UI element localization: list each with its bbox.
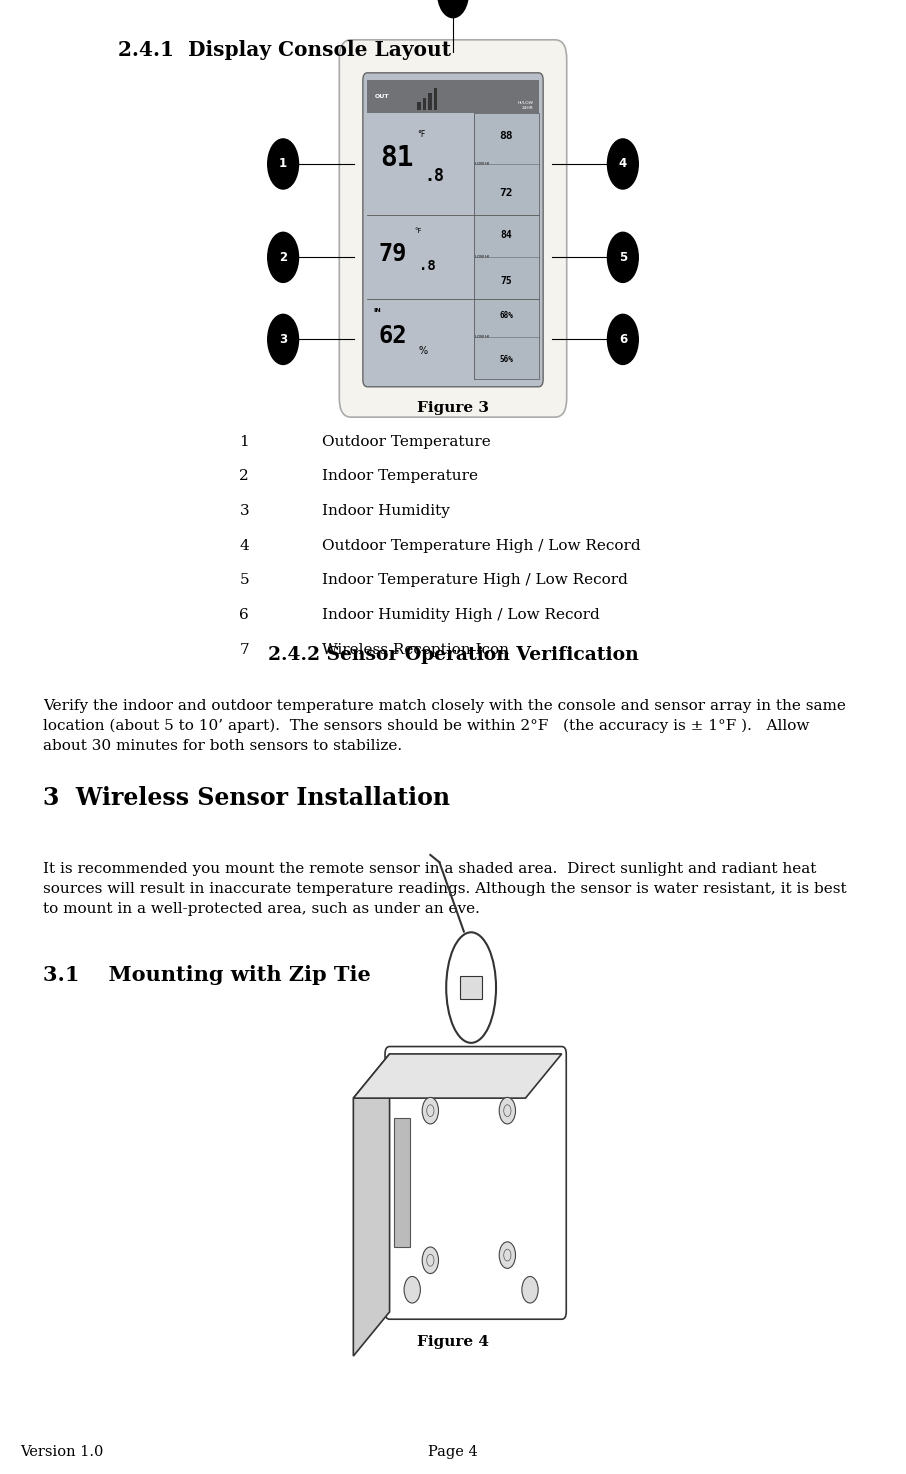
Circle shape [499, 1241, 516, 1268]
Text: 68%: 68% [499, 311, 513, 320]
Bar [429, 93, 432, 109]
Circle shape [522, 1276, 538, 1303]
Text: 1: 1 [279, 158, 287, 171]
Text: 2: 2 [239, 470, 249, 483]
FancyBboxPatch shape [385, 1047, 566, 1319]
Polygon shape [353, 1054, 562, 1098]
Text: 3.1    Mounting with Zip Tie: 3.1 Mounting with Zip Tie [43, 965, 371, 986]
Text: 3  Wireless Sensor Installation: 3 Wireless Sensor Installation [43, 786, 450, 809]
Text: .8: .8 [419, 259, 436, 273]
Text: 81: 81 [381, 144, 413, 172]
Circle shape [267, 233, 298, 283]
Text: Indoor Humidity: Indoor Humidity [322, 504, 449, 517]
Text: LOW HI: LOW HI [476, 162, 489, 167]
Text: 84: 84 [500, 230, 512, 240]
Text: 6: 6 [619, 333, 627, 346]
Text: 75: 75 [500, 276, 512, 286]
Bar [474, 112, 538, 215]
Bar [368, 80, 538, 112]
Text: Version 1.0: Version 1.0 [20, 1446, 103, 1459]
Text: HI/LOW
24HR: HI/LOW 24HR [517, 102, 533, 109]
Text: 56%: 56% [499, 355, 513, 364]
Text: 72: 72 [499, 187, 513, 198]
Circle shape [607, 314, 638, 364]
Text: 7: 7 [239, 643, 249, 656]
Text: 62: 62 [379, 324, 407, 348]
Text: 4: 4 [619, 158, 627, 171]
Bar [434, 87, 438, 109]
Text: %: % [419, 346, 428, 357]
Text: Indoor Humidity High / Low Record: Indoor Humidity High / Low Record [322, 609, 600, 622]
Text: Figure 4: Figure 4 [417, 1335, 489, 1349]
Text: 3: 3 [279, 333, 287, 346]
Bar [422, 97, 427, 109]
Text: IN: IN [374, 308, 381, 312]
Bar [460, 976, 482, 999]
Bar [417, 102, 420, 109]
Circle shape [422, 1247, 439, 1274]
Circle shape [607, 139, 638, 189]
Text: LOW HI: LOW HI [476, 255, 489, 259]
Text: 79: 79 [379, 242, 407, 267]
Circle shape [607, 233, 638, 283]
Text: °F: °F [415, 228, 422, 234]
Circle shape [267, 139, 298, 189]
Circle shape [438, 0, 468, 18]
Text: Page 4: Page 4 [429, 1446, 477, 1459]
Circle shape [422, 1097, 439, 1125]
Bar [474, 299, 538, 379]
Circle shape [499, 1097, 516, 1125]
Text: 1: 1 [239, 435, 249, 448]
Text: Verify the indoor and outdoor temperature match closely with the console and sen: Verify the indoor and outdoor temperatur… [43, 699, 846, 753]
Text: 2.4.2 Sensor Operation Verification: 2.4.2 Sensor Operation Verification [267, 646, 639, 663]
Text: Indoor Temperature: Indoor Temperature [322, 470, 477, 483]
Text: Figure 3: Figure 3 [417, 401, 489, 414]
Text: LOW HI: LOW HI [476, 335, 489, 339]
Text: It is recommended you mount the remote sensor in a shaded area.  Direct sunlight: It is recommended you mount the remote s… [43, 862, 847, 917]
Text: 2: 2 [279, 251, 287, 264]
Circle shape [404, 1276, 420, 1303]
Bar [394, 1119, 410, 1247]
Text: Outdoor Temperature High / Low Record: Outdoor Temperature High / Low Record [322, 539, 641, 553]
Text: 88: 88 [499, 131, 513, 142]
Text: 2.4.1  Display Console Layout: 2.4.1 Display Console Layout [118, 40, 451, 60]
Text: 4: 4 [239, 539, 249, 553]
Circle shape [267, 314, 298, 364]
Text: 5: 5 [239, 573, 249, 587]
Text: 5: 5 [619, 251, 627, 264]
Text: 3: 3 [239, 504, 249, 517]
Text: Wireless Reception Icon: Wireless Reception Icon [322, 643, 508, 656]
Text: Outdoor Temperature: Outdoor Temperature [322, 435, 490, 448]
Text: Indoor Temperature High / Low Record: Indoor Temperature High / Low Record [322, 573, 628, 587]
FancyBboxPatch shape [362, 72, 544, 386]
Text: OUT: OUT [375, 94, 390, 99]
FancyBboxPatch shape [340, 40, 567, 417]
Polygon shape [353, 1054, 390, 1356]
Text: 6: 6 [239, 609, 249, 622]
Text: .8: .8 [424, 167, 445, 184]
Bar [474, 215, 538, 299]
Text: °F: °F [417, 130, 426, 139]
